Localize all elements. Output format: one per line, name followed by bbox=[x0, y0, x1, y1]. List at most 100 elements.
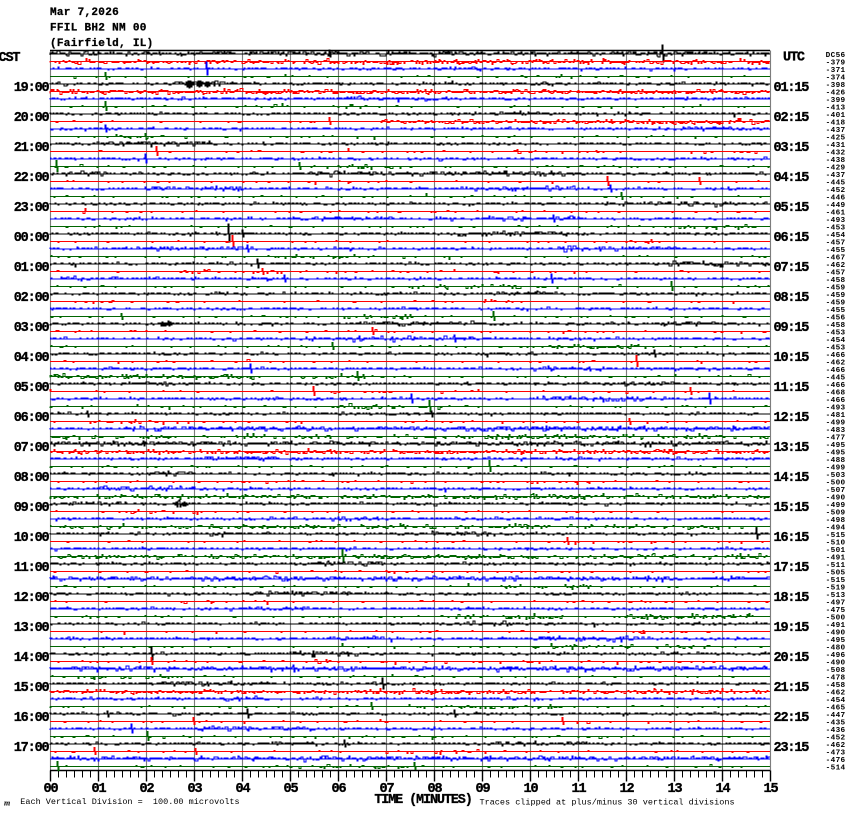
svg-text:17:00: 17:00 bbox=[14, 741, 50, 756]
svg-text:03:15: 03:15 bbox=[774, 141, 810, 156]
svg-text:13:15: 13:15 bbox=[774, 441, 810, 456]
svg-text:07: 07 bbox=[380, 782, 395, 797]
svg-text:13:00: 13:00 bbox=[14, 621, 50, 636]
svg-text:-432: -432 bbox=[826, 149, 846, 157]
svg-text:07:00: 07:00 bbox=[14, 441, 50, 456]
svg-text:-454: -454 bbox=[826, 697, 846, 705]
svg-text:m: m bbox=[4, 799, 10, 808]
svg-text:21:15: 21:15 bbox=[774, 681, 810, 696]
svg-text:-515: -515 bbox=[826, 532, 846, 540]
svg-text:22:00: 22:00 bbox=[14, 171, 50, 186]
svg-text:DC56: DC56 bbox=[826, 52, 846, 60]
svg-text:-425: -425 bbox=[826, 134, 846, 142]
svg-text:-503: -503 bbox=[826, 472, 846, 480]
svg-text:-500: -500 bbox=[826, 614, 846, 622]
svg-text:Mar 7,2026: Mar 7,2026 bbox=[50, 7, 119, 19]
svg-text:UTC: UTC bbox=[783, 51, 805, 66]
svg-text:-514: -514 bbox=[826, 764, 846, 772]
svg-text:-437: -437 bbox=[826, 127, 846, 135]
svg-text:-496: -496 bbox=[826, 652, 846, 660]
svg-text:-509: -509 bbox=[826, 509, 846, 517]
svg-text:01: 01 bbox=[92, 782, 107, 797]
svg-text:-413: -413 bbox=[826, 104, 846, 112]
svg-text:-429: -429 bbox=[826, 164, 846, 172]
svg-text:-438: -438 bbox=[826, 157, 846, 165]
svg-text:-494: -494 bbox=[826, 524, 846, 532]
svg-text:11:00: 11:00 bbox=[14, 561, 50, 576]
svg-text:-499: -499 bbox=[826, 502, 846, 510]
svg-text:-445: -445 bbox=[826, 374, 846, 382]
svg-text:-446: -446 bbox=[826, 194, 846, 202]
svg-text:-475: -475 bbox=[826, 607, 846, 615]
svg-text:-519: -519 bbox=[826, 584, 846, 592]
svg-text:-513: -513 bbox=[826, 592, 846, 600]
svg-text:14:00: 14:00 bbox=[14, 651, 50, 666]
svg-text:-495: -495 bbox=[826, 442, 846, 450]
svg-text:05:00: 05:00 bbox=[14, 381, 50, 396]
svg-text:02:00: 02:00 bbox=[14, 291, 50, 306]
svg-text:-457: -457 bbox=[826, 269, 846, 277]
svg-text:23:15: 23:15 bbox=[774, 741, 810, 756]
svg-text:14: 14 bbox=[716, 782, 731, 797]
svg-text:-501: -501 bbox=[826, 547, 846, 555]
svg-text:13: 13 bbox=[668, 782, 683, 797]
svg-text:-449: -449 bbox=[826, 202, 846, 210]
svg-text:-452: -452 bbox=[826, 187, 846, 195]
svg-text:-505: -505 bbox=[826, 569, 846, 577]
svg-text:-462: -462 bbox=[826, 689, 846, 697]
svg-text:20:15: 20:15 bbox=[774, 651, 810, 666]
svg-text:-495: -495 bbox=[826, 637, 846, 645]
svg-text:-456: -456 bbox=[826, 314, 846, 322]
svg-text:08: 08 bbox=[428, 782, 443, 797]
svg-text:-468: -468 bbox=[826, 389, 846, 397]
svg-text:-458: -458 bbox=[826, 277, 846, 285]
svg-text:-477: -477 bbox=[826, 434, 846, 442]
svg-text:-399: -399 bbox=[826, 97, 846, 105]
svg-text:-462: -462 bbox=[826, 359, 846, 367]
svg-text:07:15: 07:15 bbox=[774, 261, 810, 276]
svg-text:-459: -459 bbox=[826, 284, 846, 292]
svg-text:09:00: 09:00 bbox=[14, 501, 50, 516]
svg-text:-466: -466 bbox=[826, 382, 846, 390]
svg-text:06:00: 06:00 bbox=[14, 411, 50, 426]
svg-text:03:00: 03:00 bbox=[14, 321, 50, 336]
svg-text:18:15: 18:15 bbox=[774, 591, 810, 606]
svg-text:01:15: 01:15 bbox=[774, 81, 810, 96]
svg-text:15: 15 bbox=[764, 782, 779, 797]
svg-text:-462: -462 bbox=[826, 742, 846, 750]
svg-text:10:15: 10:15 bbox=[774, 351, 810, 366]
svg-text:16:15: 16:15 bbox=[774, 531, 810, 546]
svg-text:-476: -476 bbox=[826, 757, 846, 765]
svg-text:16:00: 16:00 bbox=[14, 711, 50, 726]
svg-text:12:00: 12:00 bbox=[14, 591, 50, 606]
svg-text:-379: -379 bbox=[826, 59, 846, 67]
svg-text:17:15: 17:15 bbox=[774, 561, 810, 576]
svg-text:Each Vertical Division = 100.: Each Vertical Division = 100.00 microvol… bbox=[20, 797, 239, 807]
svg-text:-455: -455 bbox=[826, 247, 846, 255]
svg-text:19:00: 19:00 bbox=[14, 81, 50, 96]
svg-text:-371: -371 bbox=[826, 67, 846, 75]
svg-text:06: 06 bbox=[332, 782, 347, 797]
svg-text:12: 12 bbox=[620, 782, 635, 797]
svg-text:-478: -478 bbox=[826, 674, 846, 682]
svg-text:-453: -453 bbox=[826, 344, 846, 352]
svg-text:-458: -458 bbox=[826, 322, 846, 330]
svg-text:09:15: 09:15 bbox=[774, 321, 810, 336]
svg-text:-508: -508 bbox=[826, 667, 846, 675]
svg-text:-473: -473 bbox=[826, 749, 846, 757]
svg-text:04: 04 bbox=[236, 782, 251, 797]
svg-text:-452: -452 bbox=[826, 734, 846, 742]
svg-text:-490: -490 bbox=[826, 659, 846, 667]
svg-text:-401: -401 bbox=[826, 112, 846, 120]
svg-text:CST: CST bbox=[0, 51, 20, 66]
svg-text:22:15: 22:15 bbox=[774, 711, 810, 726]
svg-text:-491: -491 bbox=[826, 622, 846, 630]
svg-text:-497: -497 bbox=[826, 599, 846, 607]
svg-text:-488: -488 bbox=[826, 457, 846, 465]
svg-text:05:15: 05:15 bbox=[774, 201, 810, 216]
svg-text:-490: -490 bbox=[826, 494, 846, 502]
svg-text:-453: -453 bbox=[826, 329, 846, 337]
svg-text:11:15: 11:15 bbox=[774, 381, 810, 396]
svg-text:00: 00 bbox=[44, 782, 59, 797]
svg-text:08:00: 08:00 bbox=[14, 471, 50, 486]
